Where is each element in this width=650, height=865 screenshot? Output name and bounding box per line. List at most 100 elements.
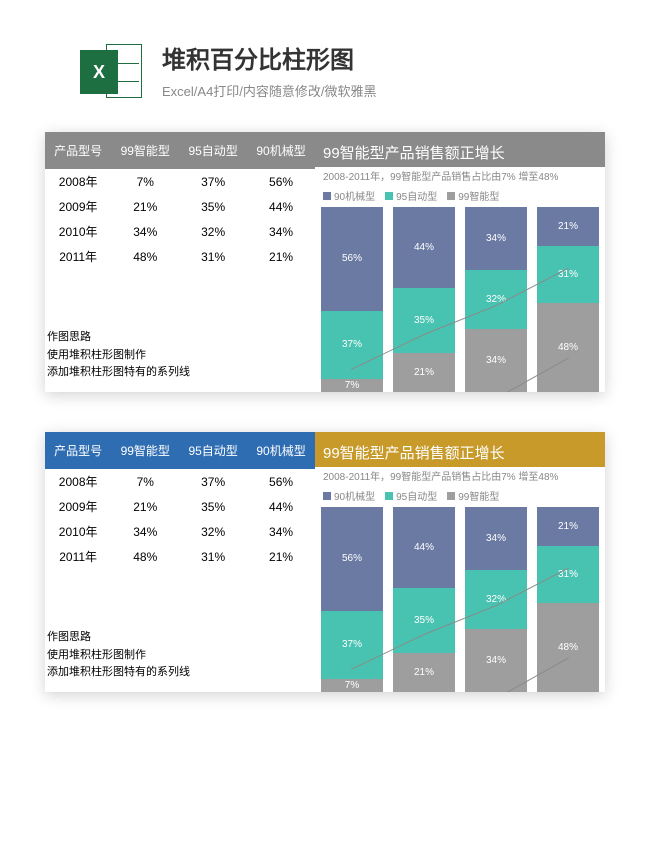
bar-segment: 31% <box>537 546 599 603</box>
table-cell: 21% <box>247 244 315 269</box>
table-cell: 2009年 <box>45 494 111 519</box>
table-cell: 2008年 <box>45 169 111 194</box>
panel: 产品型号99智能型95自动型90机械型2008年7%37%56%2009年21%… <box>45 132 605 392</box>
bar-segment: 7% <box>321 679 383 692</box>
panel: 产品型号99智能型95自动型90机械型2008年7%37%56%2009年21%… <box>45 432 605 692</box>
table-header: 95自动型 <box>179 132 247 169</box>
notes: 作图思路使用堆积柱形图制作添加堆积柱形图特有的系列线 <box>45 623 315 692</box>
bar-segment: 21% <box>393 653 455 692</box>
table-header: 90机械型 <box>247 132 315 169</box>
bar-segment: 37% <box>321 611 383 679</box>
page-title: 堆积百分比柱形图 <box>162 40 377 75</box>
panels-container: 产品型号99智能型95自动型90机械型2008年7%37%56%2009年21%… <box>30 132 620 692</box>
legend-swatch <box>447 192 455 200</box>
note-line: 使用堆积柱形图制作 <box>47 347 313 365</box>
legend-item: 95自动型 <box>385 188 437 203</box>
note-line: 作图思路 <box>47 329 313 347</box>
table-cell: 34% <box>247 219 315 244</box>
table-cell: 35% <box>179 194 247 219</box>
bar-segment: 44% <box>393 207 455 288</box>
table-row: 2008年7%37%56% <box>45 469 315 494</box>
table-cell: 2010年 <box>45 219 111 244</box>
table-cell: 34% <box>247 519 315 544</box>
bar-segment: 32% <box>465 270 527 329</box>
note-line: 使用堆积柱形图制作 <box>47 647 313 665</box>
table-cell: 2011年 <box>45 544 111 569</box>
table-row: 2008年7%37%56% <box>45 169 315 194</box>
chart-area: 7%37%56%21%35%44%34%32%34%48%31%21% <box>315 207 605 392</box>
table-row: 2011年48%31%21% <box>45 244 315 269</box>
header-text: 堆积百分比柱形图 Excel/A4打印/内容随意修改/微软雅黑 <box>162 40 377 100</box>
table-cell: 34% <box>111 219 179 244</box>
table-header: 产品型号 <box>45 132 111 169</box>
table-cell: 44% <box>247 194 315 219</box>
table-cell: 21% <box>111 494 179 519</box>
table-cell: 37% <box>179 469 247 494</box>
bar-segment: 34% <box>465 507 527 570</box>
table-cell: 48% <box>111 544 179 569</box>
table-cell: 35% <box>179 494 247 519</box>
bar-segment: 37% <box>321 311 383 379</box>
table-cell: 44% <box>247 494 315 519</box>
data-table: 产品型号99智能型95自动型90机械型2008年7%37%56%2009年21%… <box>45 432 315 569</box>
legend-swatch <box>385 492 393 500</box>
legend-item: 99智能型 <box>447 188 499 203</box>
panel-right: 99智能型产品销售额正增长2008-2011年，99智能型产品销售占比由7% 增… <box>315 432 605 692</box>
table-cell: 34% <box>111 519 179 544</box>
legend-item: 99智能型 <box>447 488 499 503</box>
chart-legend: 90机械型95自动型99智能型 <box>315 486 605 507</box>
table-row: 2010年34%32%34% <box>45 519 315 544</box>
table-header: 99智能型 <box>111 432 179 469</box>
table-cell: 2008年 <box>45 469 111 494</box>
legend-item: 90机械型 <box>323 188 375 203</box>
legend-swatch <box>323 492 331 500</box>
legend-swatch <box>447 492 455 500</box>
chart-legend: 90机械型 95自动型 99智能型 <box>315 186 605 207</box>
table-cell: 21% <box>111 194 179 219</box>
bar-segment: 21% <box>537 507 599 546</box>
legend-swatch <box>323 192 331 200</box>
table-header: 90机械型 <box>247 432 315 469</box>
stacked-bar: 48%31%21% <box>537 207 599 392</box>
panel-left: 产品型号99智能型95自动型90机械型2008年7%37%56%2009年21%… <box>45 132 315 392</box>
stacked-bar: 7%37%56% <box>321 207 383 392</box>
chart-title: 99智能型产品销售额正增长 <box>315 132 605 167</box>
table-cell: 37% <box>179 169 247 194</box>
chart-subtitle: 2008-2011年，99智能型产品销售占比由7% 增至48% <box>315 167 605 186</box>
stacked-bar: 21%35%44% <box>393 507 455 692</box>
panel-right: 99智能型产品销售额正增长2008-2011年，99智能型产品销售占比由7% 增… <box>315 132 605 392</box>
note-line: 添加堆积柱形图特有的系列线 <box>47 664 313 682</box>
table-cell: 2010年 <box>45 519 111 544</box>
table-row: 2010年34%32%34% <box>45 219 315 244</box>
table-cell: 56% <box>247 469 315 494</box>
bar-segment: 21% <box>393 353 455 392</box>
bars-group: 7%37%56%21%35%44%34%32%34%48%31%21% <box>321 207 599 392</box>
note-line: 添加堆积柱形图特有的系列线 <box>47 364 313 382</box>
stacked-bar: 21%35%44% <box>393 207 455 392</box>
bar-segment: 56% <box>321 507 383 611</box>
table-header: 产品型号 <box>45 432 111 469</box>
legend-item: 95自动型 <box>385 488 437 503</box>
bar-segment: 32% <box>465 570 527 629</box>
table-header: 95自动型 <box>179 432 247 469</box>
table-cell: 48% <box>111 244 179 269</box>
bar-segment: 21% <box>537 207 599 246</box>
chart-subtitle: 2008-2011年，99智能型产品销售占比由7% 增至48% <box>315 467 605 486</box>
bar-segment: 31% <box>537 246 599 303</box>
stacked-bar: 7%37%56% <box>321 507 383 692</box>
bar-segment: 48% <box>537 303 599 392</box>
notes: 作图思路使用堆积柱形图制作添加堆积柱形图特有的系列线 <box>45 323 315 392</box>
stacked-bar: 34%32%34% <box>465 507 527 692</box>
bars-group: 7%37%56%21%35%44%34%32%34%48%31%21% <box>321 507 599 692</box>
panel-left: 产品型号99智能型95自动型90机械型2008年7%37%56%2009年21%… <box>45 432 315 692</box>
stacked-bar: 34%32%34% <box>465 207 527 392</box>
bar-segment: 7% <box>321 379 383 392</box>
bar-segment: 44% <box>393 507 455 588</box>
table-cell: 32% <box>179 219 247 244</box>
page-header: X 堆积百分比柱形图 Excel/A4打印/内容随意修改/微软雅黑 <box>80 40 620 102</box>
table-cell: 2009年 <box>45 194 111 219</box>
chart-title: 99智能型产品销售额正增长 <box>315 432 605 467</box>
table-cell: 7% <box>111 469 179 494</box>
table-cell: 32% <box>179 519 247 544</box>
page-subtitle: Excel/A4打印/内容随意修改/微软雅黑 <box>162 81 377 100</box>
